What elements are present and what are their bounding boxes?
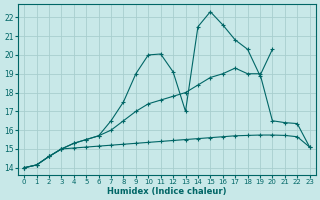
- X-axis label: Humidex (Indice chaleur): Humidex (Indice chaleur): [107, 187, 227, 196]
